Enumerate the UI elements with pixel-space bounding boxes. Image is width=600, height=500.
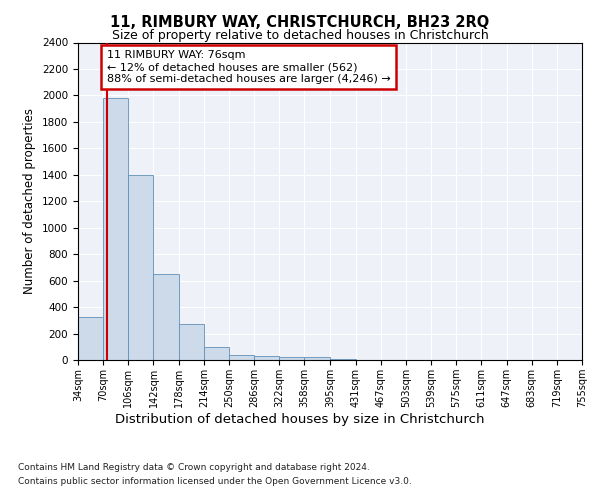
Bar	[103, 98, 128, 360]
Text: 11 RIMBURY WAY: 76sqm
← 12% of detached houses are smaller (562)
88% of semi-det: 11 RIMBURY WAY: 76sqm ← 12% of detached …	[107, 50, 391, 84]
Text: Contains HM Land Registry data © Crown copyright and database right 2024.: Contains HM Land Registry data © Crown c…	[18, 462, 370, 471]
Text: Size of property relative to detached houses in Christchurch: Size of property relative to detached ho…	[112, 29, 488, 42]
Text: Contains public sector information licensed under the Open Government Licence v3: Contains public sector information licen…	[18, 478, 412, 486]
Bar	[280, 356, 304, 360]
Bar	[254, 356, 280, 360]
Text: 11, RIMBURY WAY, CHRISTCHURCH, BH23 2RQ: 11, RIMBURY WAY, CHRISTCHURCH, BH23 2RQ	[110, 15, 490, 30]
Text: Distribution of detached houses by size in Christchurch: Distribution of detached houses by size …	[115, 412, 485, 426]
Bar	[78, 317, 103, 360]
Y-axis label: Number of detached properties: Number of detached properties	[23, 108, 37, 294]
Bar	[229, 354, 254, 360]
Bar	[154, 274, 179, 360]
Bar	[179, 324, 204, 360]
Bar	[204, 347, 229, 360]
Bar	[128, 175, 154, 360]
Bar	[304, 358, 331, 360]
